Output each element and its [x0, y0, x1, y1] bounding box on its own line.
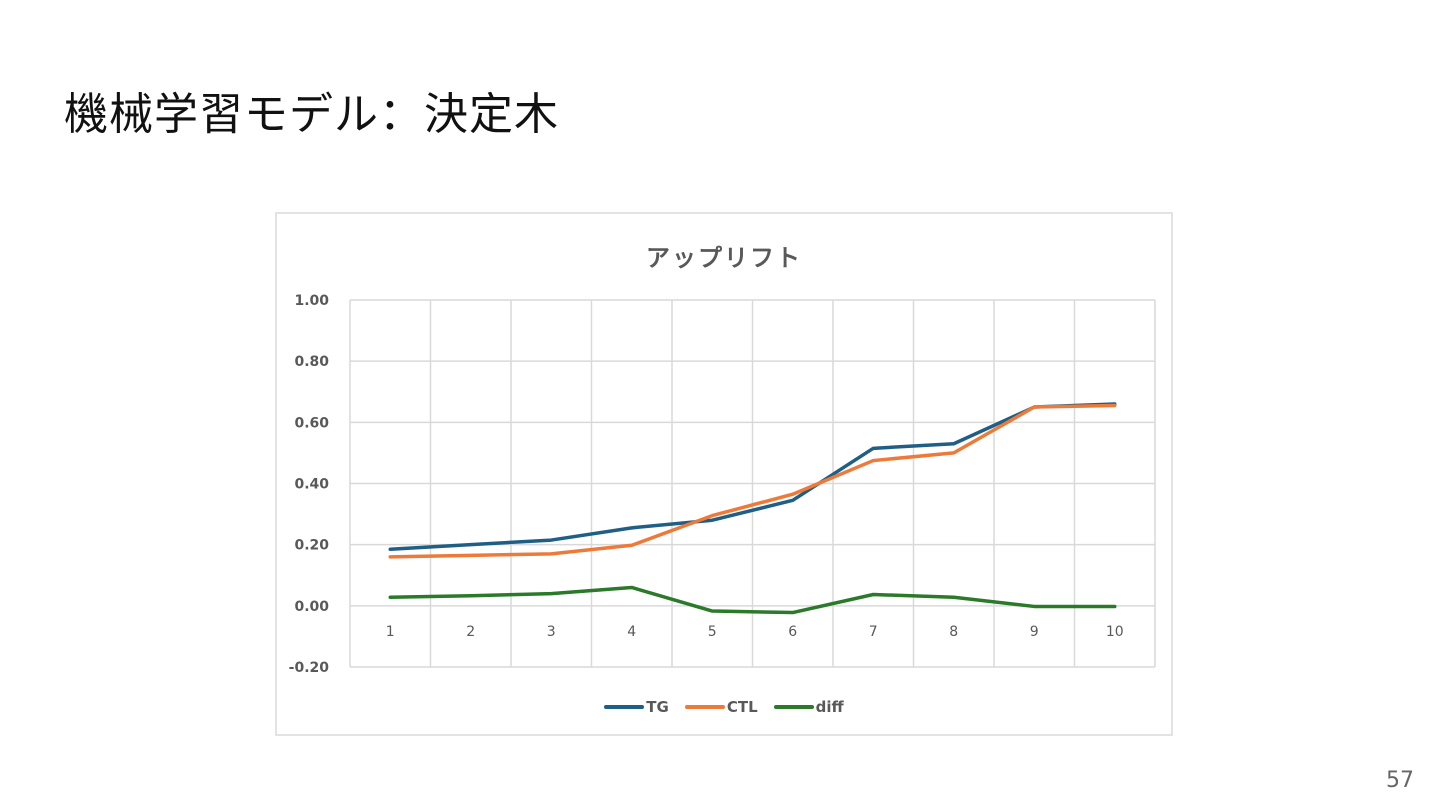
x-tick-label: 10: [1106, 624, 1124, 640]
y-tick-label: 0.80: [294, 354, 329, 370]
legend-label: TG: [646, 698, 669, 716]
y-tick-label: 0.60: [294, 415, 329, 431]
legend-swatch: [773, 705, 814, 709]
y-tick-label: 0.20: [294, 538, 329, 554]
y-tick-label: 0.40: [294, 477, 329, 493]
legend-item-tg: TG: [604, 698, 669, 716]
y-tick-label: 1.00: [294, 293, 329, 309]
slide-title: 機械学習モデル：決定木: [64, 89, 559, 140]
y-tick-label: -0.20: [289, 660, 330, 676]
x-tick-label: 4: [627, 624, 636, 640]
x-tick-label: 5: [708, 624, 717, 640]
line-chart: 1.00 0.80 0.60 0.40 0.20 0.00 -0.20 1 2 3 4 5 6 7 8 9 10: [289, 293, 1156, 676]
x-tick-label: 9: [1030, 624, 1039, 640]
x-tick-label: 3: [547, 624, 556, 640]
legend-swatch: [684, 705, 725, 709]
legend-swatch: [604, 705, 645, 709]
chart-title: アップリフト: [646, 244, 802, 272]
series-line-diff: [388, 585, 1117, 615]
series-line-tg: [388, 402, 1117, 552]
x-tick-label: 1: [386, 624, 395, 640]
series-line-ctl: [388, 403, 1117, 559]
x-tick-label: 2: [466, 624, 475, 640]
chart-area: アップリフト 1.00 0.80 0.60 0.40 0.20 0.00 -0.20 1 2 3 4…: [275, 212, 1173, 736]
x-tick-label: 7: [869, 624, 878, 640]
chart-legend: TG CTL diff: [277, 698, 1171, 716]
x-tick-label: 8: [949, 624, 958, 640]
legend-item-ctl: CTL: [684, 698, 758, 716]
y-tick-label: 0.00: [294, 599, 329, 615]
x-tick-label: 6: [788, 624, 797, 640]
legend-label: diff: [815, 698, 844, 716]
legend-label: CTL: [726, 698, 758, 716]
page-number: 57: [1386, 768, 1414, 793]
legend-item-diff: diff: [773, 698, 844, 716]
